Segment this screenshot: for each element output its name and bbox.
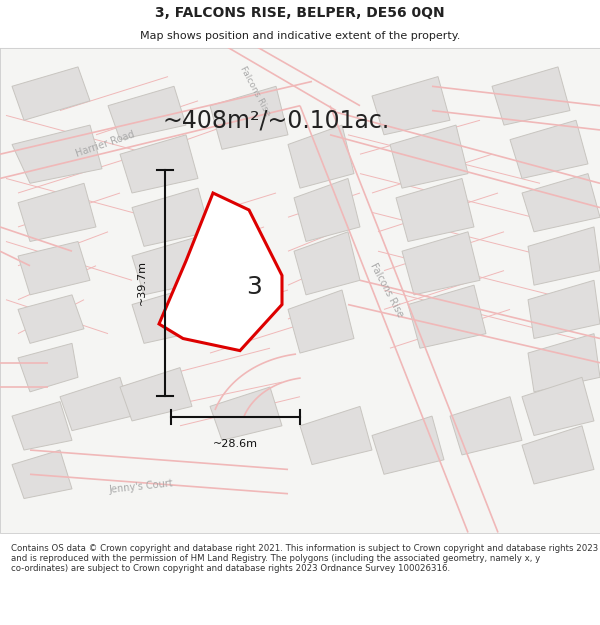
Polygon shape	[372, 416, 444, 474]
Text: Falcons Rise: Falcons Rise	[238, 64, 272, 118]
Polygon shape	[12, 125, 102, 183]
Polygon shape	[159, 193, 282, 351]
Polygon shape	[522, 426, 594, 484]
Polygon shape	[132, 188, 210, 246]
Polygon shape	[288, 290, 354, 353]
Polygon shape	[120, 368, 192, 421]
Polygon shape	[60, 378, 132, 431]
Polygon shape	[12, 401, 72, 450]
Polygon shape	[390, 125, 468, 188]
Polygon shape	[372, 77, 450, 135]
Polygon shape	[132, 285, 210, 343]
Polygon shape	[12, 67, 90, 120]
Text: Contains OS data © Crown copyright and database right 2021. This information is : Contains OS data © Crown copyright and d…	[11, 544, 598, 573]
Text: ~39.7m: ~39.7m	[137, 260, 147, 305]
Polygon shape	[132, 237, 210, 295]
Polygon shape	[492, 67, 570, 125]
Polygon shape	[402, 232, 480, 295]
Polygon shape	[18, 183, 96, 241]
Polygon shape	[408, 285, 486, 348]
Polygon shape	[18, 241, 90, 295]
Polygon shape	[300, 406, 372, 464]
Polygon shape	[522, 174, 600, 232]
Polygon shape	[210, 387, 282, 441]
Text: Jenny's Court: Jenny's Court	[109, 478, 173, 495]
Polygon shape	[294, 232, 360, 295]
Polygon shape	[18, 295, 84, 343]
Text: Map shows position and indicative extent of the property.: Map shows position and indicative extent…	[140, 31, 460, 41]
Polygon shape	[522, 378, 594, 436]
Polygon shape	[528, 334, 600, 392]
Polygon shape	[396, 179, 474, 241]
Polygon shape	[210, 86, 288, 149]
Polygon shape	[450, 397, 522, 455]
Text: ~408m²/~0.101ac.: ~408m²/~0.101ac.	[163, 108, 389, 132]
Polygon shape	[108, 86, 186, 139]
Polygon shape	[528, 280, 600, 339]
Polygon shape	[18, 343, 78, 392]
Polygon shape	[294, 179, 360, 241]
Polygon shape	[120, 135, 198, 193]
Text: ~28.6m: ~28.6m	[213, 439, 258, 449]
Polygon shape	[288, 125, 354, 188]
Text: 3, FALCONS RISE, BELPER, DE56 0QN: 3, FALCONS RISE, BELPER, DE56 0QN	[155, 6, 445, 20]
Text: 3: 3	[247, 275, 262, 299]
Polygon shape	[12, 450, 72, 499]
Text: Falcons Rise: Falcons Rise	[368, 261, 406, 319]
Text: Harrier Road: Harrier Road	[74, 130, 136, 159]
Polygon shape	[528, 227, 600, 285]
Polygon shape	[510, 120, 588, 179]
